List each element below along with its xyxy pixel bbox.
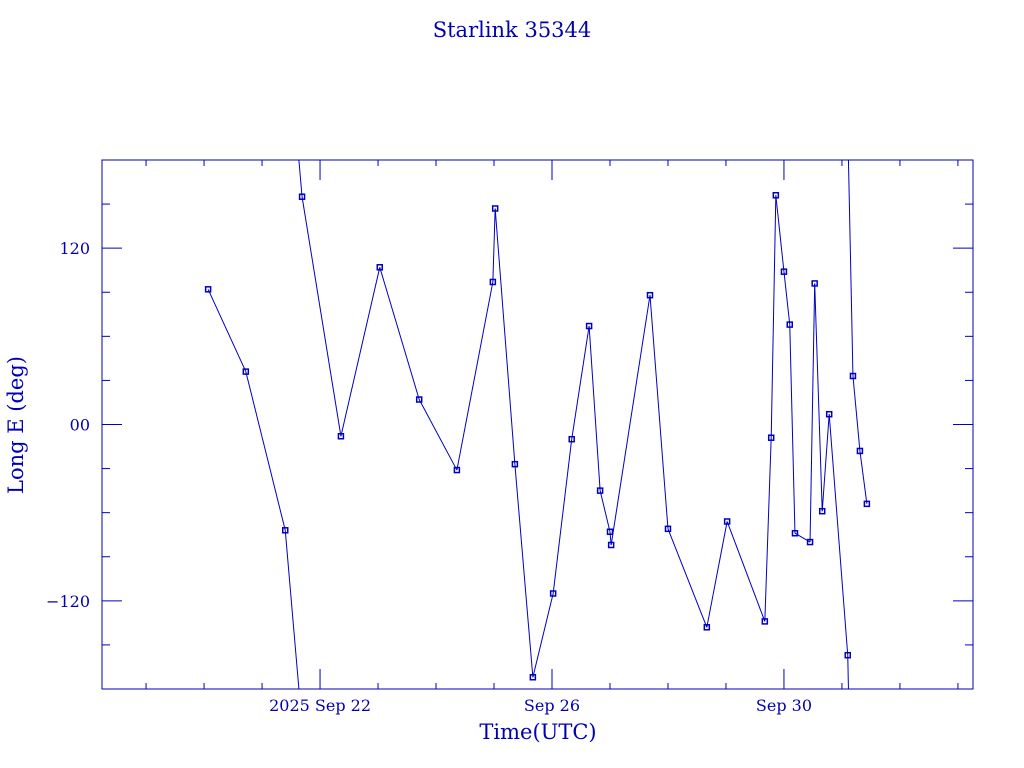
series-segment <box>284 530 300 690</box>
series-segment <box>207 289 247 372</box>
data-point <box>337 433 345 440</box>
series-segment <box>552 439 573 594</box>
data-point <box>204 286 212 293</box>
data-point <box>786 321 794 328</box>
series-segment <box>599 490 611 532</box>
data-point <box>596 487 604 494</box>
series-segment <box>494 208 516 465</box>
data-point <box>844 651 851 659</box>
x-axis-label: Time(UTC) <box>479 720 596 744</box>
data-point <box>606 528 614 536</box>
series-segment <box>418 399 458 471</box>
data-point <box>811 280 818 287</box>
data-point <box>489 278 497 286</box>
data-point <box>376 264 384 271</box>
series-segment <box>245 371 286 531</box>
data-point <box>415 396 423 403</box>
x-tick-label: Sep 30 <box>756 696 812 715</box>
data-point <box>825 410 833 418</box>
series-segment <box>514 464 534 678</box>
series-segment <box>821 414 830 512</box>
series-segment <box>828 414 849 656</box>
series-segment <box>379 267 420 400</box>
series-segment <box>456 281 494 471</box>
series-segment <box>814 283 823 512</box>
chart-title: Starlink 35344 <box>433 18 592 42</box>
data-point <box>772 192 780 199</box>
series-segment <box>852 375 861 451</box>
series-segment <box>783 271 791 325</box>
series-segment <box>775 195 785 272</box>
data-point <box>863 500 871 508</box>
series-segment <box>610 295 651 546</box>
data-point <box>806 538 814 546</box>
data-point <box>703 624 711 631</box>
data-point <box>298 193 306 200</box>
data-point <box>646 291 654 299</box>
series-segment <box>649 295 669 529</box>
series-segment <box>340 267 381 437</box>
data-point <box>568 435 575 443</box>
data-point <box>767 434 775 441</box>
data-point <box>585 322 593 330</box>
series-segment <box>298 159 303 197</box>
series-segment <box>809 283 816 543</box>
data-point <box>664 525 672 533</box>
y-tick-label: 00 <box>70 416 90 435</box>
series-segment <box>859 450 868 504</box>
y-tick-label: −120 <box>46 592 90 611</box>
series-segment <box>789 324 796 534</box>
series-segment <box>667 528 708 628</box>
y-tick-label: 120 <box>59 239 90 258</box>
data-point <box>453 466 461 474</box>
series-segment <box>571 325 590 440</box>
series-segment <box>492 208 496 282</box>
data-point <box>529 673 537 681</box>
data-point <box>491 205 499 212</box>
series-segment <box>764 437 772 622</box>
data-point <box>780 268 788 275</box>
data-point <box>281 527 289 534</box>
series-segment <box>726 521 766 622</box>
series-segment <box>847 655 849 690</box>
data-point <box>242 368 250 375</box>
data-point <box>549 590 557 597</box>
data-point <box>761 618 769 625</box>
data-point <box>849 372 857 380</box>
plot-frame <box>101 159 974 690</box>
series-segment <box>588 326 601 491</box>
data-point <box>511 460 519 468</box>
series-segment <box>532 593 554 678</box>
series-segment <box>847 159 854 377</box>
y-axis-label: Long E (deg) <box>4 356 28 494</box>
data-point <box>791 529 799 537</box>
x-tick-label: Sep 26 <box>524 696 580 715</box>
x-tick-label: 2025 Sep 22 <box>269 696 371 715</box>
data-point <box>856 447 864 455</box>
series-segment <box>770 195 777 438</box>
series-segment <box>706 521 728 628</box>
series-segment <box>301 196 342 437</box>
data-point <box>818 507 826 515</box>
data-point <box>607 541 615 549</box>
data-point <box>723 518 731 525</box>
